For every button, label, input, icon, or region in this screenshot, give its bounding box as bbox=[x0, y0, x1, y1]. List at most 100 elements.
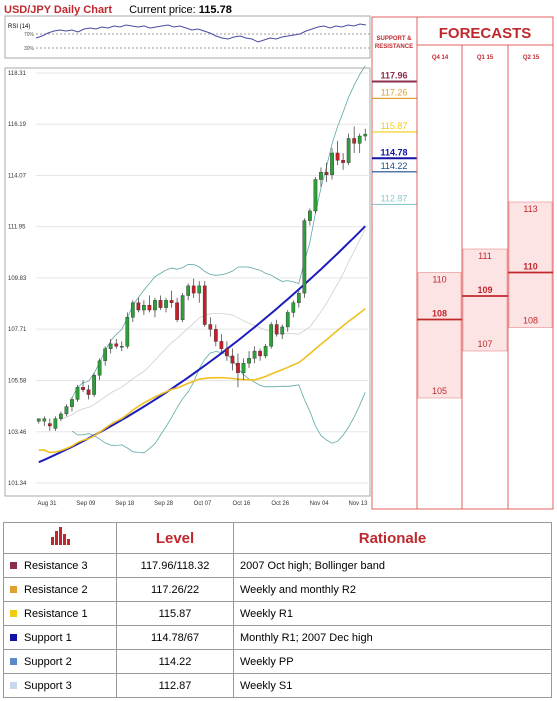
candle-body bbox=[75, 387, 80, 400]
y-tick-label: 107.71 bbox=[8, 327, 27, 333]
candle bbox=[59, 411, 63, 422]
forecast-box bbox=[508, 201, 553, 328]
table-header-row: Level Rationale bbox=[3, 522, 552, 554]
x-tick-label: Aug 31 bbox=[37, 501, 57, 507]
candle bbox=[363, 128, 368, 141]
candle bbox=[164, 297, 168, 313]
candle-body bbox=[42, 418, 47, 422]
candle-body bbox=[36, 418, 41, 422]
y-tick-label: 103.46 bbox=[8, 430, 27, 436]
candle-body bbox=[153, 300, 157, 311]
candle bbox=[64, 404, 69, 417]
candle bbox=[258, 348, 262, 361]
candle bbox=[352, 126, 357, 153]
sr-title-line1: SUPPORT & bbox=[376, 36, 412, 42]
rsi-line bbox=[35, 23, 367, 43]
levels-table: Level Rationale Resistance 3 117.96/118.3… bbox=[3, 522, 552, 698]
candle bbox=[319, 167, 323, 187]
candle bbox=[296, 290, 301, 308]
candlesticks bbox=[36, 126, 368, 431]
candle bbox=[75, 384, 80, 402]
level-color-swatch bbox=[10, 634, 17, 642]
candle bbox=[335, 140, 340, 166]
level-value: 114.78/67 bbox=[116, 625, 234, 650]
level-color-swatch bbox=[10, 610, 17, 618]
forecast-high-label: 110 bbox=[432, 275, 446, 285]
chart-header: USD/JPY Daily Chart Current price: 115.7… bbox=[4, 4, 232, 16]
y-tick-label: 114.07 bbox=[8, 173, 27, 179]
forecast-low-label: 105 bbox=[432, 386, 447, 396]
candle-body bbox=[341, 160, 345, 163]
forecast-mid-label: 110 bbox=[523, 262, 538, 272]
level-value: 117.26/22 bbox=[116, 577, 234, 602]
level-rationale: Weekly S1 bbox=[233, 673, 552, 698]
table-row: Resistance 2 117.26/22 Weekly and monthly … bbox=[3, 577, 552, 602]
forecast-low-label: 107 bbox=[477, 339, 492, 349]
bar-chart-icon bbox=[50, 527, 70, 545]
forecast-col-q1-15: Q1 15 bbox=[477, 55, 494, 61]
candle-body bbox=[119, 346, 124, 348]
forecast-box bbox=[462, 248, 508, 352]
candle bbox=[92, 372, 96, 397]
candle bbox=[263, 343, 268, 359]
moving-averages bbox=[38, 225, 366, 464]
candle bbox=[153, 297, 157, 318]
level-name-cell: Support 2 bbox=[3, 649, 117, 674]
forecast-range: 111 109 107 bbox=[462, 248, 508, 352]
candle bbox=[241, 358, 246, 381]
chart-title: USD/JPY Daily Chart bbox=[4, 4, 113, 16]
candle bbox=[274, 319, 279, 337]
rsi-panel: RSI (14) 70% 30% bbox=[4, 15, 371, 59]
candle-body bbox=[346, 138, 351, 163]
candle bbox=[147, 295, 152, 313]
level-rationale: Monthly R1; 2007 Dec high bbox=[233, 625, 552, 650]
forecast-col-q4-14: Q4 14 bbox=[432, 55, 449, 61]
candle-body bbox=[130, 302, 135, 318]
table-row: Support 1 114.78/67 Monthly R1; 2007 Dec h… bbox=[3, 625, 552, 650]
sr-level-label: 117.96 bbox=[380, 70, 407, 80]
level-name: Support 1 bbox=[24, 631, 72, 644]
candle bbox=[225, 341, 229, 361]
x-tick-label: Sep 09 bbox=[76, 501, 96, 507]
y-tick-label: 118.31 bbox=[8, 71, 27, 77]
candle bbox=[81, 380, 85, 393]
candle-body bbox=[103, 348, 108, 361]
usdjpy-chart: RSI (14) 70% 30% 118.31 116.19 114.07 111.9… bbox=[4, 15, 554, 510]
candle-body bbox=[230, 355, 235, 364]
candle-body bbox=[97, 360, 102, 376]
candle bbox=[291, 300, 296, 318]
candle-body bbox=[363, 133, 368, 137]
level-rationale: Weekly R1 bbox=[233, 601, 552, 626]
x-tick-label: Oct 26 bbox=[271, 501, 289, 507]
candle bbox=[125, 312, 130, 349]
candle bbox=[219, 334, 224, 354]
candle-body bbox=[324, 172, 329, 175]
candle bbox=[53, 416, 58, 431]
candle-body bbox=[208, 324, 213, 330]
candle bbox=[191, 278, 196, 298]
level-name: Resistance 1 bbox=[24, 607, 88, 620]
candle bbox=[330, 148, 334, 180]
table-row: Resistance 1 115.87 Weekly R1 bbox=[3, 601, 552, 626]
candle bbox=[70, 396, 74, 412]
candle-body bbox=[357, 135, 362, 144]
candle-body bbox=[92, 375, 96, 395]
level-color-swatch bbox=[10, 682, 17, 690]
x-tick-label: Sep 28 bbox=[154, 501, 174, 507]
candle-body bbox=[202, 285, 207, 325]
candle bbox=[230, 348, 235, 371]
level-color-swatch bbox=[10, 586, 17, 594]
candle-body bbox=[108, 343, 113, 349]
candle bbox=[186, 283, 191, 301]
y-tick-label: 116.19 bbox=[8, 122, 27, 128]
level-name-cell: Support 3 bbox=[3, 673, 117, 698]
candle-body bbox=[114, 343, 119, 347]
candle-body bbox=[59, 413, 63, 419]
level-rationale: 2007 Oct high; Bollinger band bbox=[233, 553, 552, 578]
forecast-high-label: 111 bbox=[478, 251, 492, 261]
candle-body bbox=[330, 152, 334, 175]
candle-body bbox=[241, 362, 246, 374]
rsi-tick-70: 70% bbox=[24, 32, 35, 38]
level-name: Support 2 bbox=[24, 655, 72, 668]
candle bbox=[357, 133, 362, 153]
